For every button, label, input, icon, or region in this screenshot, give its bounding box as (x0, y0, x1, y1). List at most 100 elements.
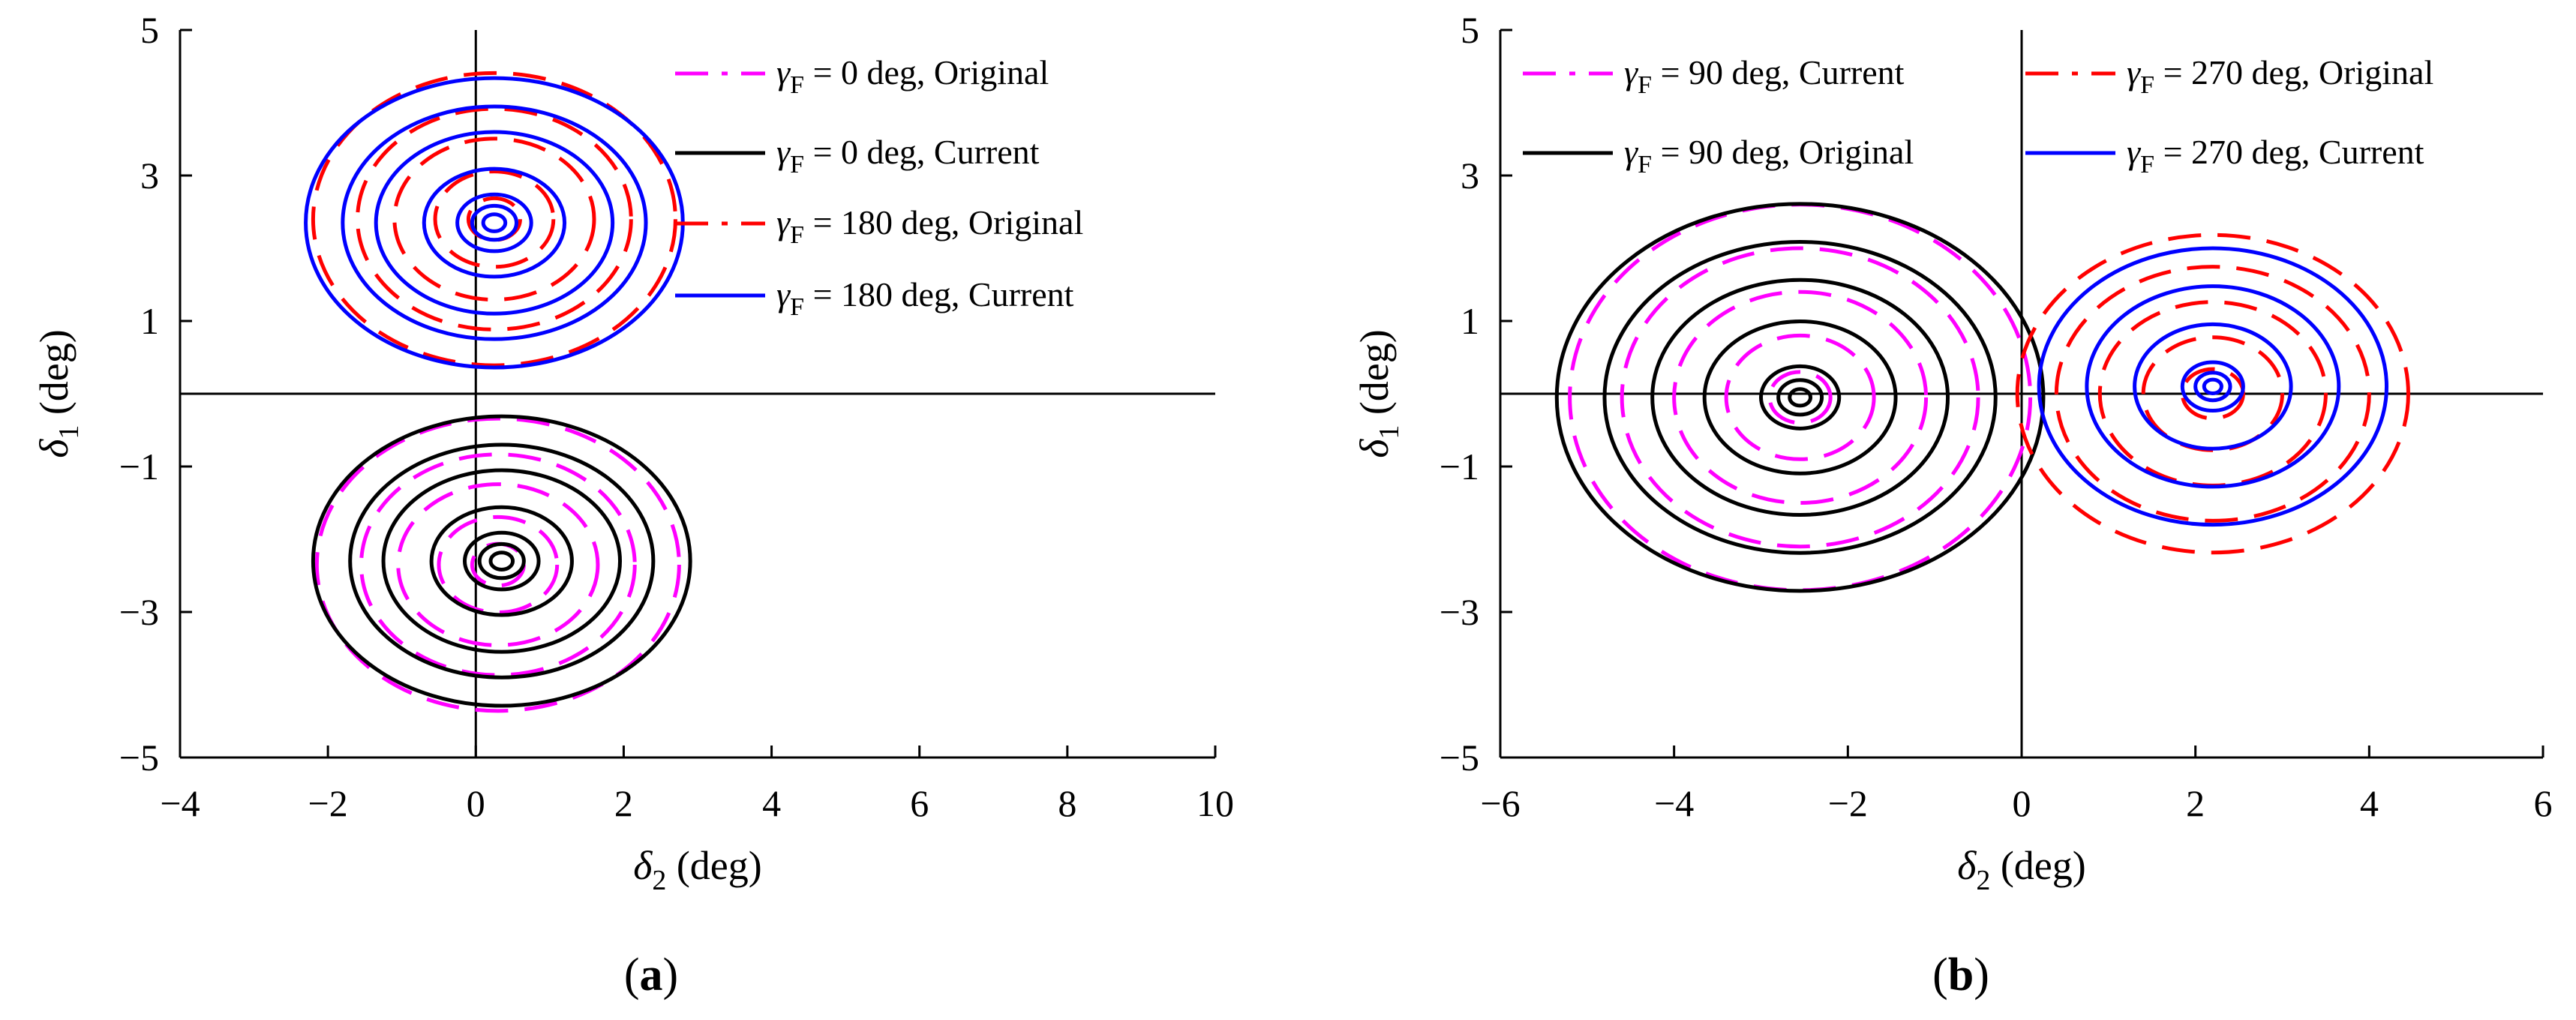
legend-label: γF = 270 deg, Current (2127, 133, 2424, 178)
y-tick-label: 3 (1461, 154, 1479, 196)
series-1-loop-5 (348, 442, 656, 680)
series-1-loop-5 (1602, 240, 1998, 555)
plot-area (1554, 202, 2410, 593)
legend-label: γF = 180 deg, Original (776, 203, 1083, 249)
panel-a: −4 −2 0 2 4 6 8 10 5 3 1 −1 −3 −5 δ2 (deg) δ1 (deg) γF =… (32, 9, 1234, 1000)
y-tick-label: −3 (119, 591, 159, 633)
series-2-loop-4 (311, 70, 677, 368)
series-3-loop-5 (2037, 246, 2388, 527)
y-tick-label: 1 (1461, 300, 1479, 342)
series-0-loop-4 (314, 416, 681, 713)
series-0-loop-3 (359, 452, 637, 677)
legend-label: γF = 0 deg, Current (776, 133, 1040, 178)
y-tick-label: −1 (1440, 446, 1479, 488)
legend-item-2: γF = 180 deg, Original (675, 203, 1083, 249)
y-tick-label: 1 (140, 300, 159, 342)
x-tick-label: 6 (2534, 782, 2553, 824)
legend-label: γF = 270 deg, Original (2127, 53, 2433, 99)
x-tick-label: 10 (1196, 782, 1234, 824)
series-3-loop-3 (422, 166, 567, 279)
series-0-loop-2 (396, 482, 600, 647)
series-0 (1568, 202, 2033, 592)
legend-label: γF = 180 deg, Current (776, 275, 1074, 321)
x-tick-label: −2 (1828, 782, 1868, 824)
series-2-loop-2 (392, 136, 596, 302)
series-1-loop-0 (488, 550, 515, 572)
series-1-loop-6 (1554, 202, 2046, 593)
y-tick-label: −5 (1440, 736, 1479, 778)
series-1-loop-6 (311, 414, 692, 708)
legend-item-0: γF = 0 deg, Original (675, 53, 1049, 99)
series-2-loop-1 (433, 170, 556, 269)
legend-item-2: γF = 270 deg, Original (2025, 53, 2433, 99)
series-1-loop-1 (1776, 378, 1824, 417)
series-2 (311, 70, 677, 368)
series-1-loop-3 (1702, 319, 1898, 476)
x-tick-label: 0 (2013, 782, 2031, 824)
y-axis-label: δ1 (deg) (32, 329, 85, 458)
series-0-loop-3 (1620, 246, 1980, 549)
x-tick-label: 0 (467, 782, 485, 824)
y-tick-label: 5 (140, 9, 159, 51)
series-1-loop-3 (429, 505, 574, 617)
series-2-loop-3 (2054, 265, 2371, 523)
series-1-loop-4 (381, 468, 622, 654)
series-1 (311, 414, 692, 708)
panel-label: (a) (624, 950, 678, 1000)
series-3-loop-1 (470, 203, 519, 242)
series-1-loop-1 (477, 542, 526, 580)
series-1-loop-2 (1759, 364, 1842, 430)
series-1-loop-4 (1650, 278, 1950, 518)
x-tick-label: −2 (308, 782, 348, 824)
series-3 (2037, 246, 2388, 527)
series-1-loop-0 (1788, 387, 1813, 408)
x-tick-label: −6 (1480, 782, 1520, 824)
legend-item-1: γF = 90 deg, Original (1523, 133, 1914, 178)
series-3-loop-0 (2202, 377, 2223, 396)
series-0-loop-2 (1672, 290, 1929, 505)
legend-item-1: γF = 0 deg, Current (675, 133, 1040, 178)
x-tick-label: 4 (2360, 782, 2379, 824)
series-2-loop-0 (466, 196, 522, 242)
plot-area (304, 70, 692, 713)
series-0-loop-4 (1568, 202, 2033, 592)
series-3-loop-2 (455, 192, 533, 254)
series-3-loop-5 (341, 104, 648, 341)
y-tick-label: −1 (119, 446, 159, 488)
y-tick-label: −3 (1440, 591, 1479, 633)
panel-label: (b) (1932, 950, 1989, 1000)
series-3-loop-4 (2085, 284, 2341, 489)
x-tick-label: 8 (1058, 782, 1076, 824)
x-tick-label: 2 (614, 782, 633, 824)
legend-item-3: γF = 270 deg, Current (2025, 133, 2424, 178)
series-2-loop-3 (356, 106, 633, 332)
series-2-loop-4 (2015, 232, 2410, 555)
legend: γF = 90 deg, Current γF = 90 deg, Origina… (1523, 53, 2433, 178)
legend-label: γF = 90 deg, Original (1624, 133, 1914, 178)
x-tick-label: 6 (910, 782, 929, 824)
series-3-loop-3 (2133, 322, 2293, 451)
legend-item-0: γF = 90 deg, Current (1523, 53, 1905, 99)
series-1 (1554, 202, 2046, 593)
series-0-loop-1 (437, 514, 560, 615)
x-tick-label: 4 (762, 782, 781, 824)
x-tick-label: 2 (2186, 782, 2205, 824)
series-3-loop-1 (2193, 370, 2232, 403)
series-3-loop-2 (2180, 360, 2245, 413)
y-axis-label: δ1 (deg) (1352, 329, 1405, 458)
legend-label: γF = 90 deg, Current (1624, 53, 1905, 99)
x-axis-label: δ2 (deg) (633, 843, 762, 896)
legend-label: γF = 0 deg, Original (776, 53, 1049, 99)
series-1-loop-2 (463, 530, 541, 592)
x-tick-label: −4 (160, 782, 200, 824)
panel-b: −6 −4 −2 0 2 4 6 5 3 1 −1 −3 −5 δ2 (deg) δ1 (deg) γF = … (1352, 9, 2553, 1000)
legend: γF = 0 deg, Original γF = 0 deg, Current γ… (675, 53, 1083, 321)
x-tick-label: −4 (1654, 782, 1694, 824)
series-3-loop-6 (304, 76, 685, 370)
legend-item-3: γF = 180 deg, Current (675, 275, 1074, 321)
y-tick-label: −5 (119, 736, 159, 778)
series-3-loop-4 (374, 130, 615, 316)
series-0 (314, 416, 681, 713)
y-tick-label: 3 (140, 154, 159, 196)
